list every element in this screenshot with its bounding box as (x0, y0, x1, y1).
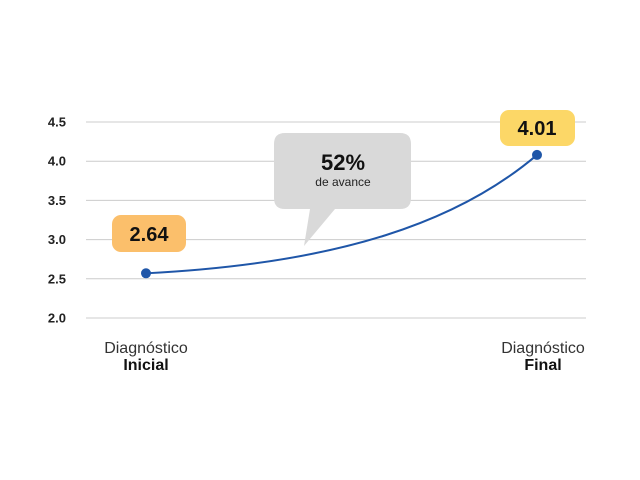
y-tick-label: 3.0 (48, 232, 66, 247)
series-line (145, 154, 538, 275)
x-label-final-line1: Diagnóstico (501, 340, 585, 357)
y-tick-label: 2.5 (48, 271, 66, 286)
progress-caption: de avance (315, 175, 371, 189)
data-label-final: 4.01 (518, 118, 557, 140)
y-tick-label: 2.0 (48, 311, 66, 326)
data-point-inicial (141, 268, 151, 279)
y-tick-label: 4.5 (48, 115, 66, 130)
y-tick-label: 3.5 (48, 193, 66, 208)
x-label-inicial-line1: Diagnóstico (104, 340, 188, 357)
x-label-final-line2: Final (524, 357, 561, 374)
progress-callout-bubble (274, 133, 411, 246)
y-tick-label: 4.0 (48, 154, 66, 169)
data-label-inicial: 2.64 (130, 224, 170, 246)
data-label-bg-inicial (112, 215, 186, 252)
data-label-bg-final (500, 110, 575, 146)
progress-percent: 52% (321, 150, 365, 175)
x-label-inicial-line2: Inicial (123, 357, 168, 374)
y-axis-ticks: 2.0 2.5 3.0 3.5 4.0 4.5 (48, 115, 66, 326)
data-point-final (532, 149, 542, 160)
